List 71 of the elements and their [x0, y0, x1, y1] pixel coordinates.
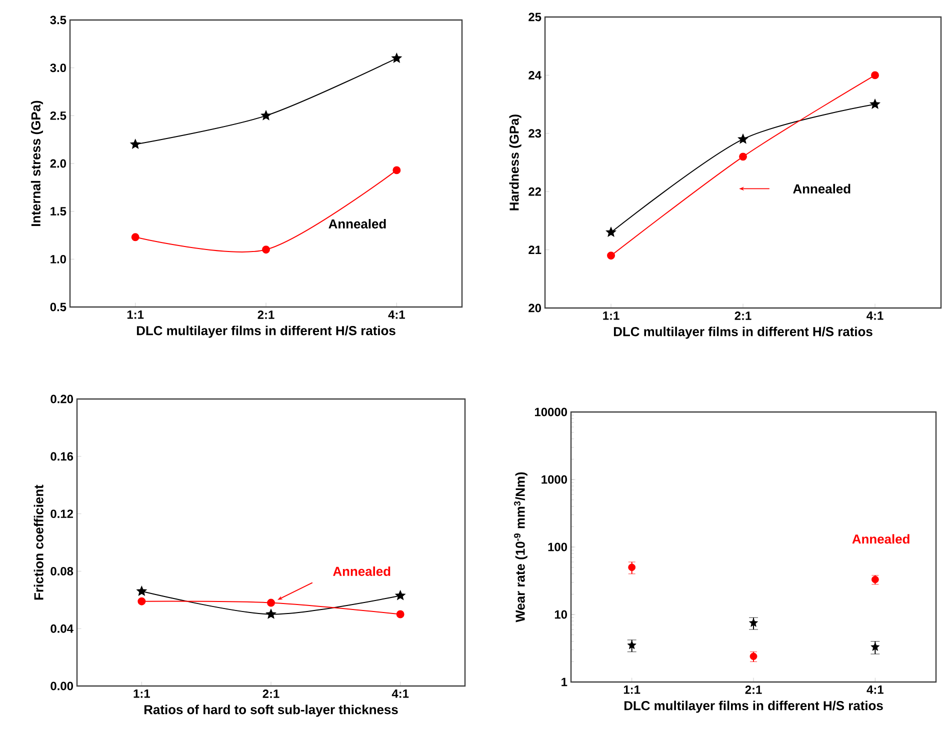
point: [738, 134, 748, 144]
y-tick-label: 10000: [534, 408, 567, 416]
annotation: Annealed: [793, 184, 850, 194]
point: [749, 618, 758, 627]
x-tick-label: 4:1: [866, 686, 884, 694]
y-tick-label: 24: [528, 71, 542, 80]
point: [870, 99, 880, 108]
annotation: Annealed: [333, 566, 390, 576]
x-axis-title: DLC multilayer films in different H/S ratios: [624, 700, 883, 713]
x-tick-label: 4:1: [866, 312, 884, 320]
y-tick-label: 3.0: [50, 64, 66, 72]
annotation: Annealed: [328, 219, 386, 229]
annotation: Annealed: [852, 534, 910, 544]
x-tick-label: 2:1: [258, 310, 274, 319]
y-tick-label: 21: [528, 246, 542, 254]
point: [130, 139, 140, 148]
x-axis-title: Ratios of hard to soft sub-layer thickness: [144, 704, 398, 717]
y-tick-label: 2.0: [50, 159, 66, 168]
y-tick-label: 25: [528, 12, 542, 22]
y-tick-label: 0.20: [50, 394, 73, 404]
x-axis-title: DLC multilayer films in different H/S ratios: [136, 326, 396, 338]
y-tick-label: 0.04: [50, 624, 74, 633]
y-tick-label: 2.5: [50, 111, 66, 120]
x-tick-label: 2:1: [745, 686, 762, 694]
point: [262, 246, 270, 254]
point: [739, 152, 747, 161]
x-tick-label: 2:1: [734, 312, 752, 320]
point: [392, 53, 402, 62]
x-tick-label: 1:1: [127, 310, 144, 319]
y-tick-label: 100: [548, 542, 567, 552]
point: [266, 609, 276, 618]
x-tick-label: 4:1: [392, 690, 409, 698]
x-tick-label: 1:1: [624, 686, 640, 694]
point: [131, 233, 140, 242]
y-tick-label: 1000: [542, 475, 567, 484]
x-tick-label: 1:1: [134, 690, 150, 698]
point: [267, 598, 275, 607]
y-axis-title: Hardness (GPa): [509, 114, 522, 210]
y-tick-label: 0.00: [50, 682, 73, 690]
point: [392, 166, 401, 174]
y-axis-title: Friction coefficient: [34, 484, 44, 600]
point: [607, 252, 615, 260]
y-tick-label: 10: [554, 610, 567, 619]
x-tick-label: 2:1: [262, 690, 280, 698]
point: [628, 564, 636, 572]
y-tick-label: 20: [528, 304, 541, 312]
y-tick-label: 1.5: [50, 207, 66, 216]
point: [870, 642, 880, 651]
point: [138, 597, 146, 606]
point: [396, 590, 406, 600]
y-tick-label: 1.0: [50, 254, 66, 264]
y-tick-label: 0.5: [50, 302, 66, 312]
point: [136, 586, 146, 596]
point: [261, 110, 271, 120]
y-tick-label: 0.16: [50, 452, 74, 461]
x-tick-label: 1:1: [603, 312, 620, 320]
point: [606, 227, 616, 236]
y-tick-label: 0.12: [50, 510, 73, 518]
x-tick-label: 4:1: [388, 310, 405, 319]
y-tick-label: 23: [528, 129, 542, 138]
point: [871, 71, 879, 80]
y-tick-label: 0.08: [50, 566, 74, 576]
y-axis-title: Wear rate (10$^{-9}$ mm$^{3}$/Nm): [514, 472, 528, 622]
point: [396, 610, 404, 618]
point: [750, 652, 758, 660]
point: [627, 640, 636, 650]
y-tick-label: 3.5: [50, 16, 66, 24]
y-tick-label: 1: [562, 678, 568, 686]
x-axis-title: DLC multilayer films in different H/S ratios: [614, 326, 872, 339]
y-axis-title: Internal stress (GPa): [30, 100, 44, 226]
y-tick-label: 22: [528, 187, 542, 196]
